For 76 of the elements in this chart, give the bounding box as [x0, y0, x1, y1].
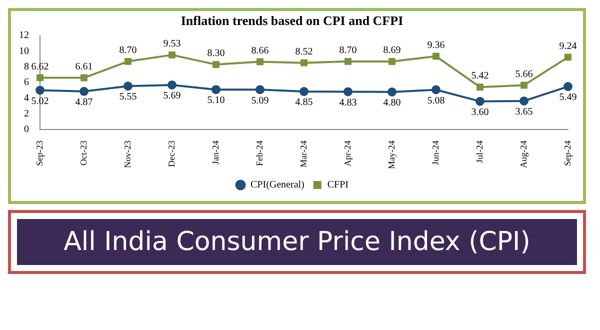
point [388, 87, 396, 96]
data-label: 5.49 [559, 92, 577, 104]
data-label: 5.08 [427, 95, 445, 106]
y-tick-label: 0 [24, 124, 29, 136]
data-label: 3.65 [515, 106, 533, 118]
x-tick-label: Oct-23 [78, 140, 88, 166]
point [300, 87, 308, 96]
point [124, 82, 132, 91]
point [300, 59, 308, 66]
point [212, 85, 220, 94]
data-label: 8.66 [251, 45, 269, 56]
x-tick-label: Jan-24 [210, 140, 220, 165]
y-tick-label: 8 [24, 62, 29, 73]
x-tick-label: Dec-23 [166, 140, 176, 168]
data-label: 3.60 [471, 106, 489, 118]
data-label: 5.02 [31, 96, 49, 107]
point [520, 96, 528, 106]
point [36, 86, 44, 95]
point [520, 82, 528, 89]
y-tick-label: 12 [19, 30, 29, 42]
x-tick-label: Mar-24 [298, 140, 308, 168]
point [432, 52, 440, 60]
y-tick-label: 4 [24, 92, 29, 104]
x-tick-label: Feb-24 [254, 140, 264, 166]
data-label: 5.69 [163, 90, 181, 102]
legend-label: CFPI [327, 180, 348, 191]
point [212, 61, 220, 68]
x-tick-label: Aug-24 [518, 140, 528, 168]
data-label: 4.87 [75, 97, 93, 108]
legend-label: CPI(General) [250, 180, 304, 191]
x-tick-label: Apr-24 [342, 140, 352, 166]
point [344, 58, 352, 65]
point [36, 74, 44, 82]
data-label: 5.09 [251, 95, 269, 106]
data-label: 5.10 [207, 95, 225, 106]
point [80, 74, 88, 82]
data-label: 4.80 [383, 98, 401, 109]
x-tick-label: Jun-24 [430, 140, 440, 166]
y-tick-label: 10 [19, 46, 29, 57]
data-label: 6.62 [31, 61, 49, 72]
data-label: 8.69 [383, 45, 401, 56]
point [168, 51, 176, 58]
text: All India Consumer Price Index (CPI) [17, 219, 577, 265]
point [80, 86, 88, 96]
data-label: 4.83 [339, 97, 357, 108]
data-label: 5.42 [471, 70, 489, 82]
data-label: 5.55 [119, 92, 137, 103]
data-label: 4.85 [295, 97, 313, 108]
x-tick-label: Sep-24 [562, 140, 572, 166]
point [344, 87, 352, 96]
point [476, 96, 484, 106]
data-label: 9.24 [559, 40, 577, 52]
x-tick-label: Sep-23 [34, 140, 44, 166]
data-label: 8.70 [339, 45, 357, 56]
y-tick-label: 2 [24, 108, 29, 120]
data-label: 9.36 [427, 40, 445, 51]
point [388, 58, 396, 65]
point [564, 54, 572, 61]
data-label: 6.61 [75, 61, 93, 72]
point [432, 85, 440, 94]
data-label: 5.66 [515, 68, 533, 80]
x-tick-label: Nov-23 [122, 140, 132, 168]
x-tick-label: Jul-24 [474, 140, 484, 164]
point [564, 82, 572, 92]
point [256, 58, 264, 66]
data-label: 8.30 [207, 48, 225, 60]
point [124, 58, 132, 65]
data-label: 8.70 [119, 45, 137, 56]
y-tick-label: 6 [24, 77, 29, 88]
chart-title: Inflation trends based on CPI and CFPI [180, 13, 404, 28]
point [168, 80, 176, 90]
point [256, 85, 264, 94]
data-label: 9.53 [163, 38, 181, 50]
data-label: 8.52 [295, 46, 313, 58]
x-tick-label: May-24 [386, 140, 396, 170]
point [476, 84, 484, 91]
